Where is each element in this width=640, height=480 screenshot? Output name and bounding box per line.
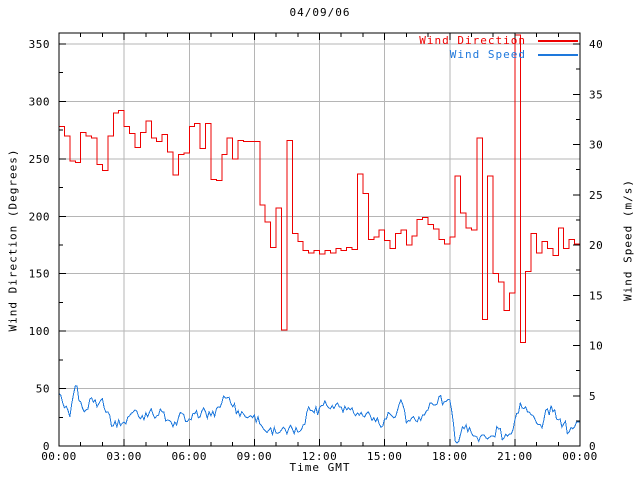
- x-tick-label: 03:00: [106, 450, 142, 463]
- legend-item-wind-speed: Wind Speed: [450, 49, 578, 61]
- chart-title: 04/09/06: [289, 6, 351, 19]
- legend-item-wind-direction: Wind Direction: [419, 35, 578, 47]
- y-right-tick-label: 10: [589, 340, 603, 353]
- legend-line-sample-wind-direction: [538, 40, 578, 42]
- x-tick-label: 18:00: [432, 450, 468, 463]
- y-right-tick-label: 20: [589, 239, 603, 252]
- legend: Wind Direction Wind Speed: [419, 35, 578, 61]
- y-right-axis-title: Wind Speed (m/s): [621, 179, 635, 301]
- x-axis-title: Time GMT: [289, 461, 351, 474]
- y-left-tick-label: 150: [29, 268, 50, 281]
- y-right-tick-label: 35: [589, 88, 603, 101]
- y-left-tick-label: 0: [43, 440, 50, 453]
- legend-label-wind-speed: Wind Speed: [449, 48, 526, 61]
- x-tick-label: 15:00: [367, 450, 403, 463]
- y-left-tick-label: 100: [29, 325, 50, 338]
- y-right-tick-label: 5: [589, 390, 596, 403]
- y-left-tick-label: 300: [29, 95, 50, 108]
- y-right-tick-label: 0: [589, 440, 596, 453]
- x-tick-label: 12:00: [302, 450, 338, 463]
- y-left-tick-label: 350: [29, 38, 50, 51]
- y-right-tick-label: 15: [589, 289, 603, 302]
- x-tick-label: 09:00: [237, 450, 273, 463]
- y-left-axis-title: Wind Direction (Degrees): [6, 148, 20, 332]
- y-right-tick-label: 25: [589, 189, 603, 202]
- y-left-tick-label: 50: [36, 383, 50, 396]
- x-tick-label: 00:00: [41, 450, 77, 463]
- series-line-wind-direction: [59, 34, 581, 344]
- x-tick-label: 06:00: [171, 450, 207, 463]
- legend-label-wind-direction: Wind Direction: [419, 34, 526, 47]
- x-tick-label: 00:00: [562, 450, 598, 463]
- x-tick-label: 21:00: [497, 450, 533, 463]
- legend-line-sample-wind-speed: [538, 54, 578, 56]
- series-line-wind-speed: [58, 385, 581, 444]
- y-left-tick-label: 200: [29, 210, 50, 223]
- y-right-tick-label: 40: [589, 38, 603, 51]
- y-right-tick-label: 30: [589, 139, 603, 152]
- y-left-tick-label: 250: [29, 153, 50, 166]
